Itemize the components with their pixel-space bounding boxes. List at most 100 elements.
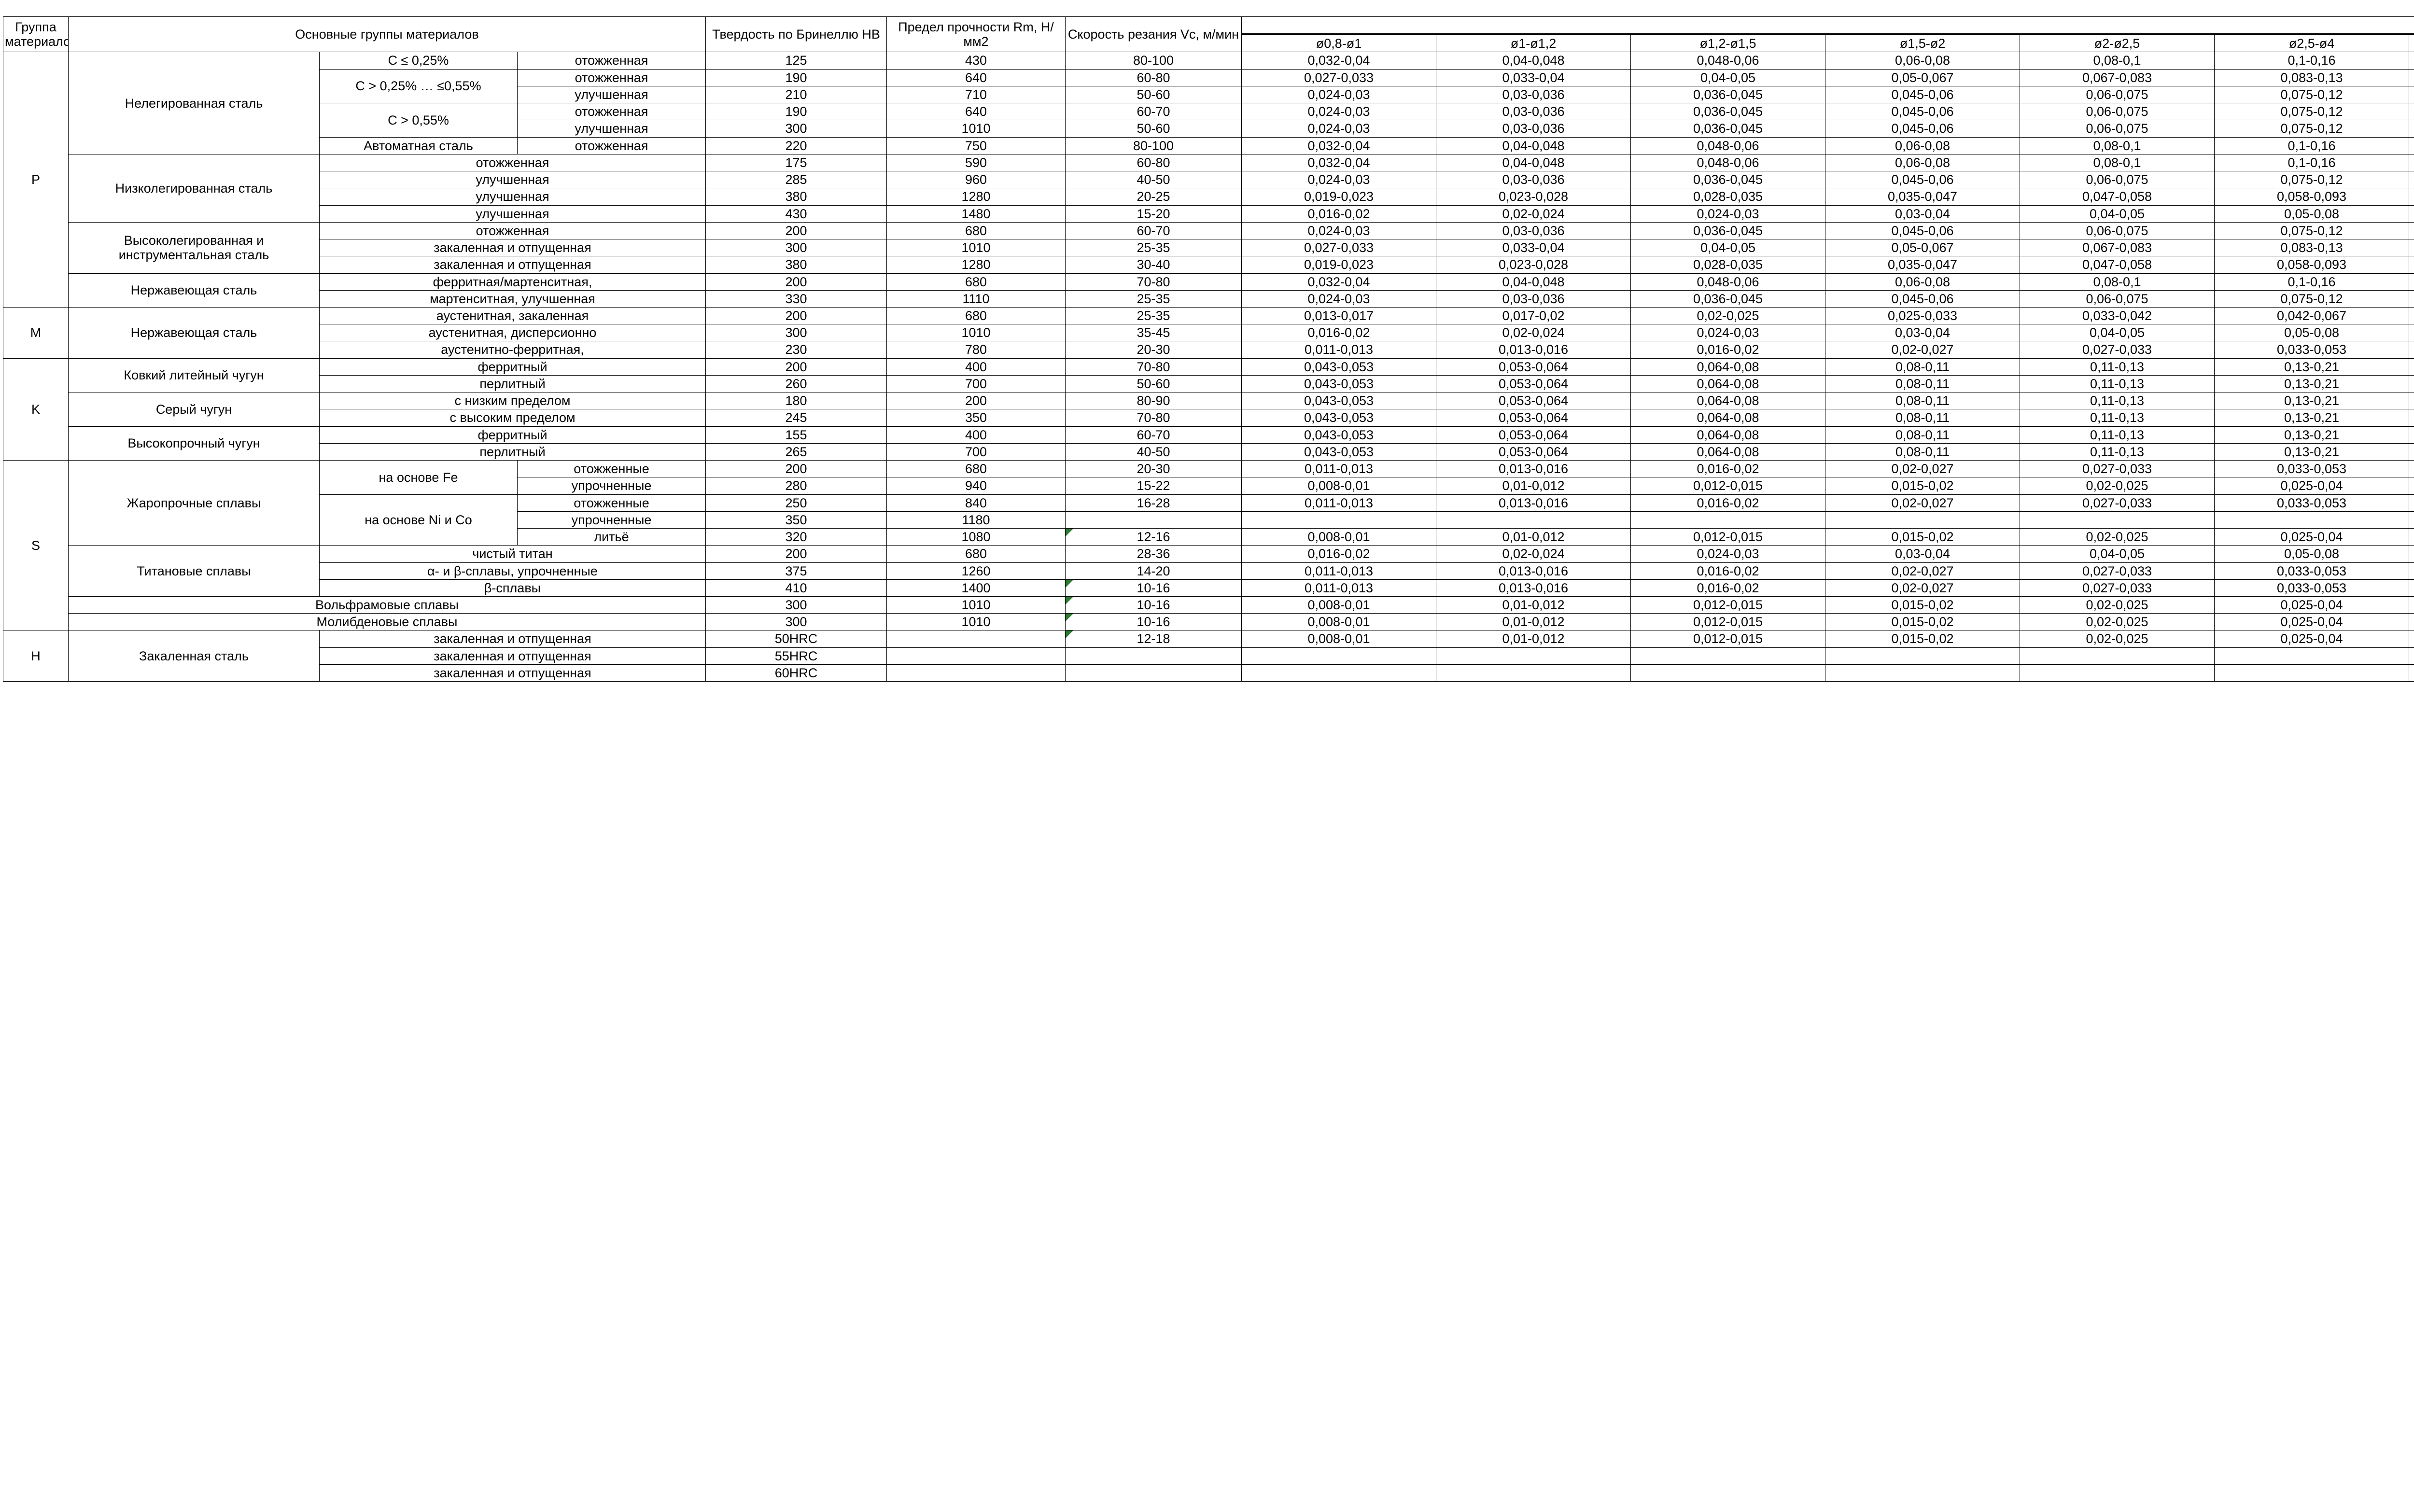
feed-cell-d4: 0,02-0,027 — [1825, 579, 2020, 596]
feed-cell-d5: 0,027-0,033 — [2020, 579, 2215, 596]
feed-cell-d3: 0,048-0,06 — [1631, 154, 1825, 171]
feed-cell-d7: 0,12-0,15 — [2409, 86, 2414, 103]
material-group-cell-H: H — [3, 630, 69, 682]
cutting-speed-cell: 16-28 — [1066, 494, 1242, 511]
feed-cell-d2: 0,023-0,028 — [1436, 188, 1631, 205]
feed-cell-d4: 0,015-0,02 — [1825, 477, 2020, 494]
feed-cell-d1 — [1242, 511, 1436, 528]
cutting-speed-cell: 15-20 — [1066, 205, 1242, 222]
feed-cell-d3: 0,02-0,025 — [1631, 307, 1825, 324]
feed-cell-d5: 0,02-0,025 — [2020, 477, 2215, 494]
feed-cell-d2: 0,053-0,064 — [1436, 443, 1631, 460]
cutting-speed-cell: 28-36 — [1066, 546, 1242, 562]
cutting-speed-cell: 50-60 — [1066, 86, 1242, 103]
condition-cell: закаленная и отпущенная — [320, 239, 706, 256]
strength-cell: 640 — [887, 69, 1066, 86]
condition-cell: улучшенная — [320, 171, 706, 188]
strength-cell — [887, 664, 1066, 681]
feed-cell-d7: 0,04-0,05 — [2409, 529, 2414, 546]
feed-cell-d5: 0,08-0,1 — [2020, 154, 2215, 171]
feed-cell-d4: 0,025-0,033 — [1825, 307, 2020, 324]
strength-cell: 1010 — [887, 239, 1066, 256]
feed-cell-d3: 0,036-0,045 — [1631, 290, 1825, 307]
strength-cell: 1010 — [887, 614, 1066, 630]
strength-cell: 680 — [887, 307, 1066, 324]
feed-cell-d2: 0,053-0,064 — [1436, 358, 1631, 375]
feed-cell-d4: 0,035-0,047 — [1825, 188, 2020, 205]
condition-cell: β-сплавы — [320, 579, 706, 596]
strength-cell: 840 — [887, 494, 1066, 511]
feed-cell-d6: 0,1-0,16 — [2215, 154, 2409, 171]
feed-cell-d5: 0,067-0,083 — [2020, 69, 2215, 86]
table-row[interactable]: Высоколегированная и инструментальная ст… — [3, 222, 2414, 239]
strength-cell: 1180 — [887, 511, 1066, 528]
condition-primary-cell: на основе Fe — [320, 461, 518, 494]
cutting-data-table: Группа материалов Основные группы матери… — [3, 16, 2414, 682]
hardness-cell: 55HRC — [706, 647, 887, 664]
header-diameter-5: ø2-ø2,5 — [2020, 34, 2215, 52]
feed-cell-d7: 0,08-0,1 — [2409, 205, 2414, 222]
feed-cell-d3: 0,016-0,02 — [1631, 461, 1825, 477]
feed-cell-d5: 0,027-0,033 — [2020, 341, 2215, 358]
feed-cell-d4: 0,05-0,067 — [1825, 69, 2020, 86]
feed-cell-d2: 0,04-0,048 — [1436, 273, 1631, 290]
feed-cell-d7 — [2409, 647, 2414, 664]
feed-cell-d6: 0,075-0,12 — [2215, 290, 2409, 307]
strength-cell: 590 — [887, 154, 1066, 171]
feed-cell-d2: 0,04-0,048 — [1436, 137, 1631, 154]
hardness-cell: 210 — [706, 86, 887, 103]
material-group-cell-M: M — [3, 307, 69, 358]
feed-cell-d6: 0,033-0,053 — [2215, 562, 2409, 579]
cutting-speed-cell: 70-80 — [1066, 409, 1242, 426]
feed-cell-d3: 0,016-0,02 — [1631, 579, 1825, 596]
feed-cell-d7: 0,053-0,067 — [2409, 341, 2414, 358]
strength-cell — [887, 647, 1066, 664]
cutting-speed-cell: 12-18 — [1066, 630, 1242, 647]
hardness-cell: 200 — [706, 222, 887, 239]
cutting-speed-cell: 40-50 — [1066, 171, 1242, 188]
strength-cell: 350 — [887, 409, 1066, 426]
header-diameter-6: ø2,5-ø4 — [2215, 34, 2409, 52]
cutting-speed-cell: 80-100 — [1066, 52, 1242, 69]
feed-cell-d1: 0,016-0,02 — [1242, 546, 1436, 562]
feed-cell-d1: 0,043-0,053 — [1242, 358, 1436, 375]
feed-cell-d3: 0,064-0,08 — [1631, 392, 1825, 409]
feed-cell-d2: 0,02-0,024 — [1436, 205, 1631, 222]
condition-cell: аустенитно-ферритная, — [320, 341, 706, 358]
condition-secondary-cell: отожженная — [518, 52, 706, 69]
cutting-speed-cell: 60-70 — [1066, 222, 1242, 239]
condition-cell: ферритный — [320, 426, 706, 443]
feed-cell-d1: 0,024-0,03 — [1242, 86, 1436, 103]
